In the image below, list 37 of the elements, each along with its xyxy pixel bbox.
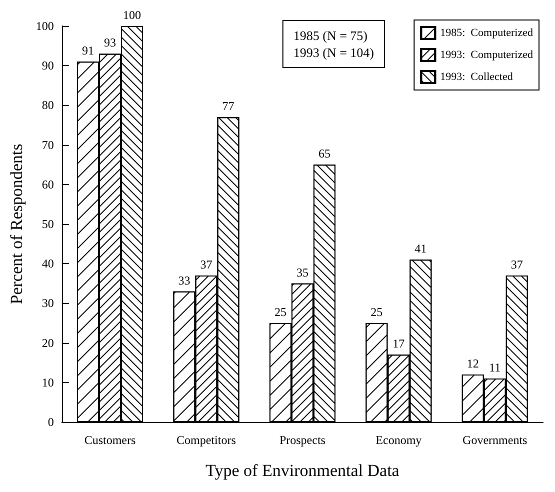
- data-label: 41: [414, 242, 427, 256]
- legend-label: 1993: Computerized: [440, 49, 534, 61]
- data-label: 37: [510, 257, 523, 272]
- y-tick-label: 40: [42, 256, 54, 271]
- data-label: 17: [392, 336, 405, 351]
- x-tick-label: Economy: [376, 433, 422, 447]
- y-tick-label: 50: [42, 217, 54, 231]
- data-label: 12: [466, 356, 479, 370]
- y-tick-label: 0: [48, 415, 54, 429]
- data-label: 33: [178, 273, 190, 288]
- data-label: 35: [296, 265, 308, 280]
- data-label: 65: [318, 146, 330, 161]
- legend-label: 1993: Collected: [440, 71, 514, 83]
- x-tick-label: Governments: [462, 433, 528, 447]
- x-tick-label: Customers: [84, 433, 136, 447]
- data-label: 25: [370, 305, 383, 319]
- data-label: 93: [104, 36, 116, 50]
- data-label: 91: [82, 44, 94, 58]
- x-tick-label: Competitors: [176, 433, 236, 447]
- y-tick-label: 60: [42, 177, 54, 192]
- data-label: 37: [200, 257, 212, 272]
- data-label: 25: [274, 305, 286, 319]
- data-label: 11: [489, 360, 501, 374]
- y-tick-label: 90: [42, 58, 54, 73]
- y-tick-label: 100: [36, 19, 54, 33]
- y-tick-label: 20: [42, 336, 54, 350]
- legend-label: 1985: Computerized: [440, 27, 534, 39]
- y-axis-title: Percent of Respondents: [7, 144, 26, 304]
- x-tick-label: Prospects: [279, 433, 326, 447]
- y-tick-label: 70: [42, 138, 54, 152]
- x-axis-title: Type of Environmental Data: [206, 461, 400, 480]
- annotation: 1985 (N = 75) 1993 (N = 104): [293, 28, 374, 60]
- y-tick-label: 80: [42, 98, 54, 112]
- data-label: 100: [123, 8, 142, 22]
- y-tick-label: 10: [42, 375, 54, 390]
- data-label: 77: [222, 99, 234, 114]
- y-tick-label: 30: [42, 296, 54, 310]
